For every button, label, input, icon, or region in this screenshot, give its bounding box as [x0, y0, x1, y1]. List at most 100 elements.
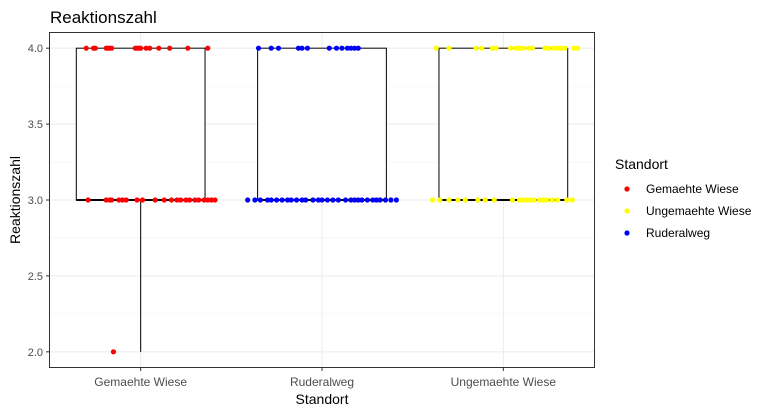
data-point [330, 197, 336, 203]
data-point [455, 197, 461, 203]
legend-swatch [624, 230, 630, 236]
legend-entry: Ungemaehte Wiese [624, 204, 752, 218]
data-point [275, 45, 282, 51]
jitter-points [83, 45, 581, 355]
box-2 [438, 47, 569, 201]
data-point [370, 197, 376, 203]
data-point [359, 197, 365, 203]
data-point [205, 45, 211, 51]
legend-title: Standort [615, 156, 668, 172]
x-axis-label: Standort [296, 391, 349, 407]
data-point [517, 197, 523, 203]
box-0 [75, 47, 206, 352]
data-point [569, 197, 575, 203]
data-point [524, 197, 530, 203]
data-point [288, 197, 294, 203]
data-point [478, 45, 485, 51]
data-point [333, 45, 340, 51]
legend-swatch [624, 208, 630, 214]
data-point [537, 197, 543, 203]
data-point [348, 197, 354, 203]
data-point [564, 197, 570, 203]
data-point [304, 45, 311, 51]
data-point [571, 45, 577, 51]
data-point [147, 45, 153, 51]
data-point [377, 197, 383, 203]
data-point [549, 197, 555, 203]
data-point [303, 197, 309, 203]
data-point [555, 197, 561, 203]
data-point [295, 45, 302, 51]
data-point [109, 197, 115, 203]
data-point [268, 45, 274, 51]
y-tick-label: 3.5 [28, 119, 43, 131]
data-point [517, 45, 523, 51]
series-gemaehte-wiese [83, 45, 218, 355]
data-point [355, 45, 361, 51]
data-point [531, 197, 537, 203]
data-point [326, 45, 332, 51]
data-point [110, 349, 117, 355]
data-point [475, 197, 481, 203]
data-point [252, 197, 258, 203]
data-point [482, 197, 488, 203]
x-tick-label: Ungemaehte Wiese [451, 375, 557, 389]
data-point [187, 197, 193, 203]
box-body [75, 47, 206, 201]
series-ungemaehte-wiese [430, 45, 581, 203]
data-point [167, 45, 173, 51]
data-point [437, 197, 443, 203]
data-point [393, 197, 399, 203]
data-point [551, 45, 557, 51]
series-ruderalweg [245, 45, 399, 203]
legend-entry: Ruderalweg [624, 226, 710, 240]
y-tick-label: 2.5 [28, 271, 43, 283]
chart-title: Reaktionszahl [50, 8, 157, 27]
data-point [143, 45, 149, 51]
y-axis-label: Reaktionszahl [7, 156, 23, 244]
data-point [168, 197, 175, 203]
data-point [279, 197, 285, 203]
data-point [520, 45, 526, 51]
y-tick-label: 3.0 [28, 195, 43, 207]
data-point [185, 45, 191, 51]
data-point [342, 197, 349, 203]
data-point [174, 197, 180, 203]
y-tick-label: 4.0 [28, 43, 43, 55]
data-point [324, 197, 331, 203]
data-point [348, 45, 354, 51]
x-tick-label: Ruderalweg [290, 375, 354, 389]
data-point [134, 197, 140, 203]
data-point [520, 197, 526, 203]
data-point [542, 45, 548, 51]
legend-label: Ruderalweg [646, 226, 710, 240]
data-point [489, 45, 496, 51]
data-point [299, 45, 305, 51]
legend-label: Gemaehte Wiese [646, 182, 739, 196]
data-point [103, 197, 109, 203]
legend-entry: Gemaehte Wiese [624, 182, 739, 196]
x-tick-label: Gemaehte Wiese [94, 375, 187, 389]
data-point [546, 45, 552, 51]
data-point [177, 197, 184, 203]
data-point [152, 197, 158, 203]
box-body [438, 47, 569, 201]
data-point [257, 197, 263, 203]
data-point [352, 197, 358, 203]
legend-swatch [624, 186, 630, 192]
boxes [75, 47, 569, 352]
box-1 [257, 47, 387, 201]
data-point [109, 45, 115, 51]
data-point [245, 197, 251, 203]
data-point [544, 197, 550, 203]
data-point [299, 197, 305, 203]
y-axis-ticks: 2.0 2.5 3.0 3.5 4.0 [28, 43, 50, 359]
data-point [123, 197, 129, 203]
data-point [119, 197, 126, 203]
legend-entries: Gemaehte Wiese Ungemaehte Wiese Ruderalweg [624, 182, 752, 240]
data-point [382, 197, 389, 203]
x-axis-ticks: Gemaehte Wiese Ruderalweg Ungemaehte Wiese [94, 367, 556, 389]
data-point [462, 197, 468, 203]
data-point [274, 197, 280, 203]
